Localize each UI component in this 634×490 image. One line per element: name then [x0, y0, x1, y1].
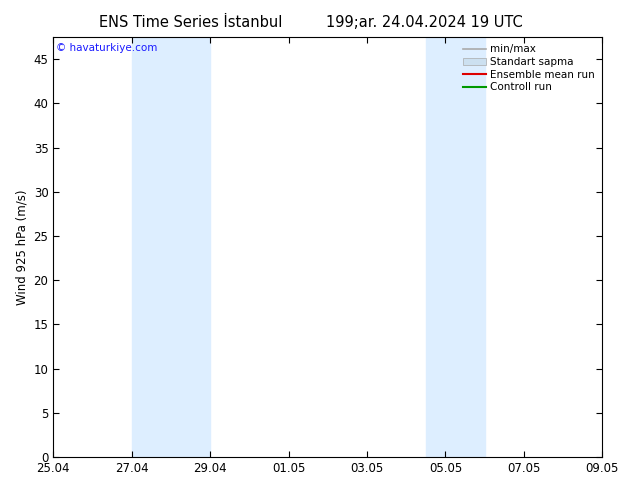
Bar [426, 37, 484, 457]
Text: 199;ar. 24.04.2024 19 UTC: 199;ar. 24.04.2024 19 UTC [327, 15, 523, 30]
Legend: min/max, Standart sapma, Ensemble mean run, Controll run: min/max, Standart sapma, Ensemble mean r… [461, 42, 597, 94]
Text: ENS Time Series İstanbul: ENS Time Series İstanbul [98, 15, 282, 30]
Bar [132, 37, 210, 457]
Text: © havaturkiye.com: © havaturkiye.com [56, 43, 157, 53]
Y-axis label: Wind 925 hPa (m/s): Wind 925 hPa (m/s) [15, 189, 28, 305]
